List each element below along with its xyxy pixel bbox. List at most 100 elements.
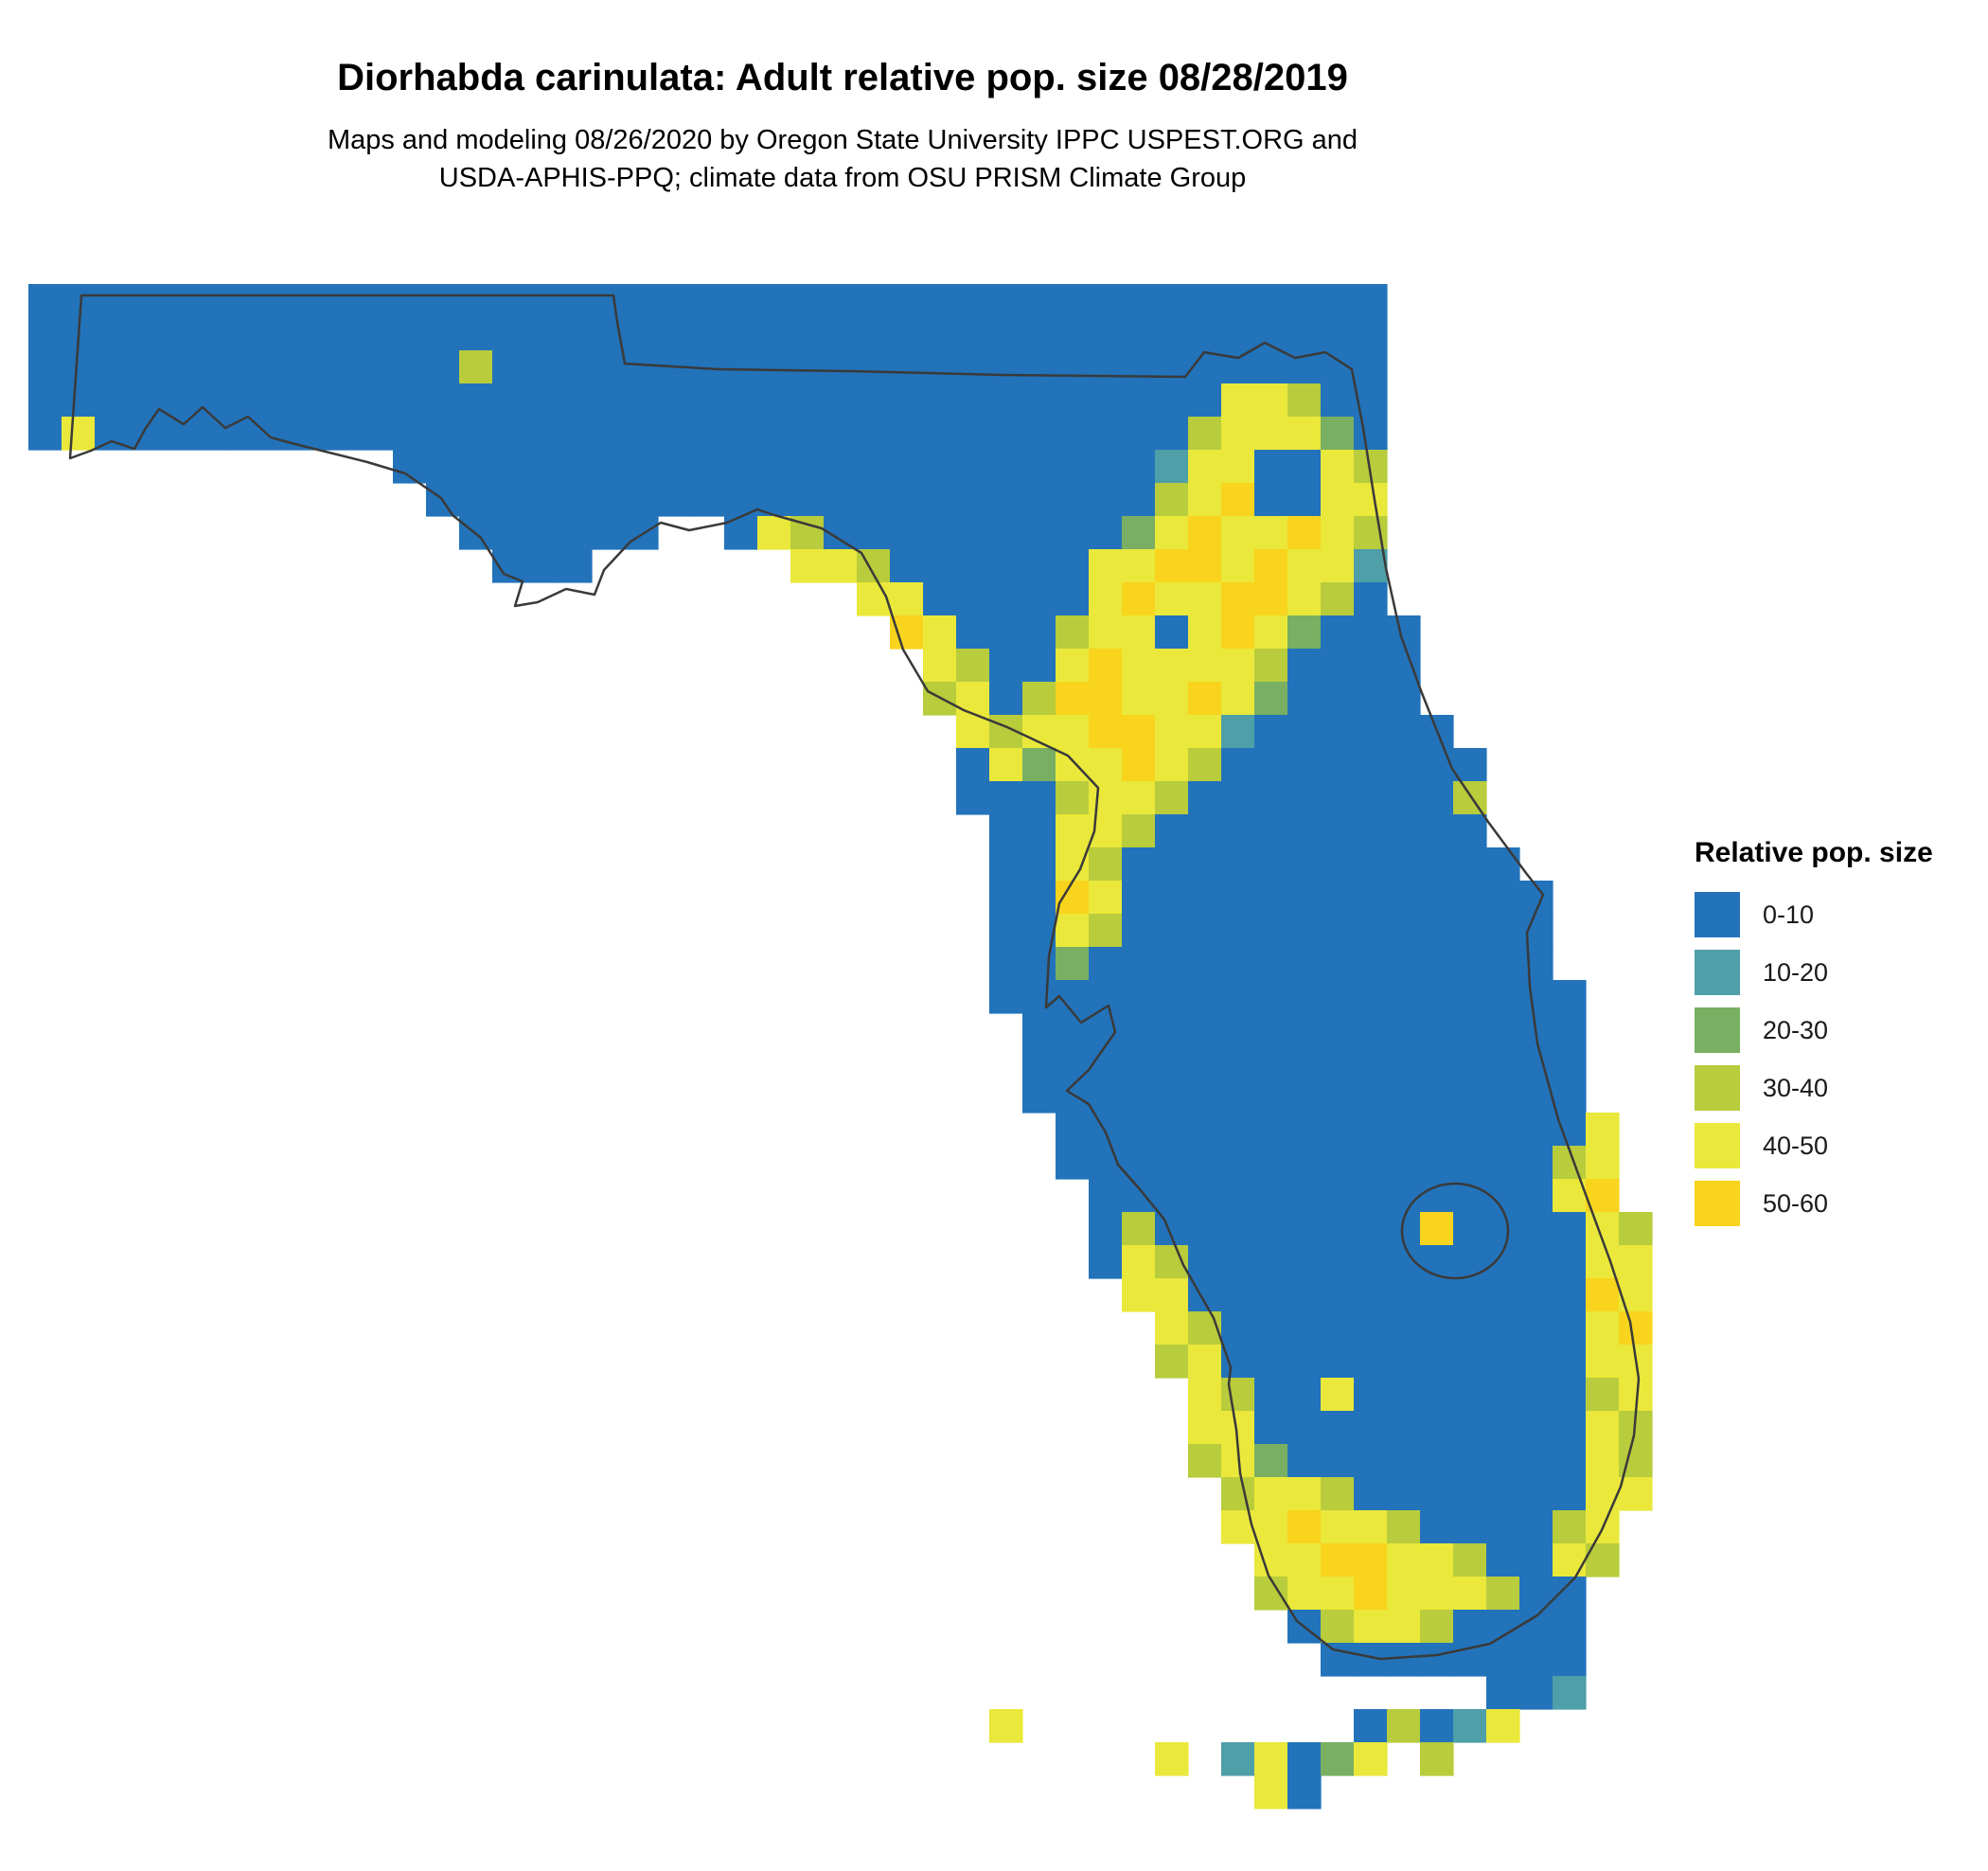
raster-cell [1586, 1345, 1620, 1379]
raster-cell [1519, 1113, 1553, 1147]
raster-cell [1221, 450, 1255, 484]
raster-cell [1354, 483, 1388, 517]
raster-cell [1089, 317, 1123, 351]
raster-cell [1321, 284, 1355, 318]
raster-cell [1553, 1046, 1587, 1080]
raster-cell [1321, 980, 1355, 1014]
raster-cell [592, 350, 626, 384]
raster-cell [956, 350, 990, 384]
raster-cell [1553, 1676, 1587, 1710]
raster-cell [890, 483, 924, 517]
raster-cell [625, 417, 659, 451]
raster-cell [1056, 284, 1090, 318]
raster-cell [1287, 1113, 1322, 1147]
raster-cell [989, 814, 1023, 848]
raster-cell [1321, 1543, 1355, 1577]
raster-cell [293, 350, 328, 384]
raster-cell [1321, 1079, 1355, 1114]
raster-cell [1321, 383, 1355, 418]
raster-cell [1056, 1113, 1090, 1147]
raster-cell [28, 417, 62, 451]
raster-cell [459, 284, 493, 318]
raster-cell [1453, 1444, 1487, 1478]
raster-cell [1155, 847, 1189, 882]
raster-cell [1553, 1245, 1587, 1279]
raster-cell [1254, 615, 1288, 650]
legend-item-30-40: 30-40 [1695, 1065, 1979, 1111]
raster-cell [1254, 1378, 1288, 1412]
raster-cell [625, 317, 659, 351]
raster-cell [1586, 1311, 1620, 1345]
raster-cell [1122, 350, 1156, 384]
raster-cell [1387, 1477, 1421, 1511]
raster-cell [1321, 814, 1355, 848]
raster-cell [1486, 1676, 1520, 1710]
raster-cell [890, 450, 924, 484]
raster-cell [1254, 1245, 1288, 1279]
raster-cell [1321, 1610, 1355, 1644]
raster-cell [923, 615, 957, 650]
raster-cell [1254, 914, 1288, 948]
raster-cell [923, 417, 957, 451]
raster-cell [1420, 914, 1454, 948]
raster-cell [989, 483, 1023, 517]
raster-cell [592, 483, 626, 517]
raster-cell [426, 350, 460, 384]
raster-cell [1254, 1345, 1288, 1379]
raster-cell [691, 483, 725, 517]
raster-cell [1321, 1643, 1355, 1677]
raster-cell [1254, 1510, 1288, 1544]
raster-cell [128, 417, 162, 451]
raster-cell [1387, 1411, 1421, 1445]
raster-cell [327, 284, 361, 318]
raster-cell [989, 383, 1023, 418]
raster-cell [1221, 980, 1255, 1014]
raster-cell [1387, 947, 1421, 981]
legend-swatch-20-30 [1695, 1007, 1740, 1053]
raster-cell [1188, 748, 1222, 782]
raster-cell [1221, 1742, 1255, 1776]
raster-cell [691, 284, 725, 318]
legend: Relative pop. size 0-10 10-20 20-30 30-40 40… [1695, 837, 1979, 1238]
raster-cell [1387, 1543, 1421, 1577]
raster-cell [1354, 715, 1388, 749]
raster-cell [824, 450, 858, 484]
raster-cell [1188, 284, 1222, 318]
raster-cell [1486, 980, 1520, 1014]
raster-cell [1387, 847, 1421, 882]
raster-cell [1221, 1245, 1255, 1279]
raster-cell [1254, 781, 1288, 815]
raster-cell [95, 383, 129, 418]
raster-cell [1122, 549, 1156, 583]
raster-cell [1188, 682, 1222, 716]
raster-cell [1586, 1113, 1620, 1147]
raster-cell [327, 417, 361, 451]
raster-cell [1519, 1345, 1553, 1379]
raster-cell [1387, 881, 1421, 915]
raster-cell [1519, 1543, 1553, 1577]
raster-cell [1387, 1610, 1421, 1644]
raster-cell [1420, 1013, 1454, 1047]
raster-cell [757, 417, 791, 451]
raster-cell [658, 284, 692, 318]
raster-cell [890, 284, 924, 318]
raster-cell [1321, 682, 1355, 716]
raster-cell [459, 317, 493, 351]
raster-cell [1519, 1079, 1553, 1114]
raster-cell [1387, 715, 1421, 749]
raster-cell [1056, 549, 1090, 583]
raster-cell [1254, 1146, 1288, 1180]
raster-cell [293, 383, 328, 418]
raster-cell [1188, 980, 1222, 1014]
raster-cell [923, 649, 957, 683]
raster-cell [1354, 1278, 1388, 1312]
raster-cell [1287, 781, 1322, 815]
raster-cell [1354, 1709, 1388, 1743]
raster-cell [459, 383, 493, 418]
raster-cell [1387, 814, 1421, 848]
raster-cell [1354, 1245, 1388, 1279]
raster-cell [1122, 450, 1156, 484]
raster-cell [1155, 1345, 1189, 1379]
raster-cell [492, 317, 526, 351]
raster-cell [956, 682, 990, 716]
